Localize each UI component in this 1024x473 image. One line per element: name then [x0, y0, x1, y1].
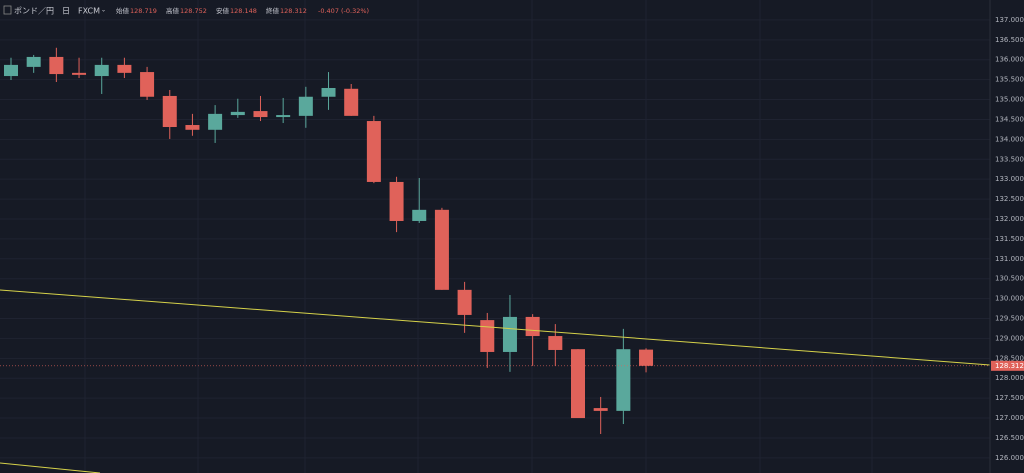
candle-body: [298, 96, 313, 116]
candle-body: [185, 125, 200, 130]
interval[interactable]: 日: [62, 7, 70, 16]
source-caret[interactable]: ⌄: [101, 7, 106, 14]
y-tick-label: 135.000: [995, 96, 1024, 104]
candle-body: [412, 209, 427, 221]
symbol[interactable]: ポンド／円: [14, 7, 54, 16]
y-tick-label: 131.000: [995, 255, 1024, 263]
symbol-icon[interactable]: [3, 5, 12, 15]
ohlc-value: 128.148: [230, 7, 257, 15]
candle-body: [389, 181, 404, 221]
change: -0.407 (-0.32%): [318, 7, 369, 15]
y-tick-label: 132.000: [995, 215, 1024, 223]
candle-body: [616, 349, 631, 411]
candle-body: [480, 320, 495, 352]
candle-body: [253, 111, 268, 118]
ohlc-label: 安値: [216, 6, 230, 15]
last-price-label: 128.312: [995, 362, 1024, 370]
y-tick-label: 134.500: [995, 115, 1024, 123]
candle-body: [457, 289, 472, 315]
candle-body: [639, 349, 654, 366]
candle-body: [140, 72, 155, 97]
candle-body: [230, 111, 245, 116]
candle-body: [94, 64, 109, 77]
y-tick-label: 134.000: [995, 135, 1024, 143]
candle-body: [525, 316, 540, 337]
candle-body: [26, 56, 41, 67]
candle-body: [72, 72, 87, 75]
y-tick-label: 136.000: [995, 56, 1024, 64]
candle-body: [502, 316, 517, 352]
y-tick-label: 128.500: [995, 354, 1024, 362]
candle-body: [49, 56, 64, 75]
y-tick-label: 126.500: [995, 434, 1024, 442]
candle-body: [366, 121, 381, 182]
grid: [0, 0, 990, 473]
y-tick-label: 128.000: [995, 374, 1024, 382]
last-price-box: [991, 360, 1024, 371]
y-tick-label: 127.000: [995, 414, 1024, 422]
source[interactable]: FXCM: [78, 7, 100, 16]
y-tick-label: 132.500: [995, 195, 1024, 203]
ohlc-value: 128.719: [130, 7, 157, 15]
ohlc-value: 128.312: [280, 7, 307, 15]
price-axis: [990, 0, 1024, 473]
ohlc-label: 終値: [266, 6, 280, 15]
candle-body: [117, 64, 132, 73]
ohlc-label: 高値: [166, 6, 180, 15]
candle-body: [548, 336, 563, 350]
candle-body: [571, 349, 585, 419]
y-tick-label: 135.500: [995, 76, 1024, 84]
candle-body: [593, 408, 608, 411]
candle-body: [162, 95, 177, 128]
y-tick-label: 126.000: [995, 454, 1024, 462]
y-tick-label: 127.500: [995, 394, 1024, 402]
y-tick-label: 129.500: [995, 315, 1024, 323]
candle-body: [344, 88, 359, 116]
trend-line[interactable]: [0, 289, 991, 366]
y-tick-label: 133.000: [995, 175, 1024, 183]
y-tick-label: 131.500: [995, 235, 1024, 243]
candle-body: [208, 113, 223, 130]
y-tick-label: 129.000: [995, 334, 1024, 342]
candle-body: [276, 115, 291, 118]
ohlc-label: 始値: [116, 6, 130, 15]
candle-body: [321, 87, 336, 97]
y-tick-label: 136.500: [995, 36, 1024, 44]
ohlc-value: 128.752: [180, 7, 207, 15]
y-tick-label: 137.000: [995, 16, 1024, 24]
trend-line[interactable]: [0, 462, 101, 473]
y-tick-label: 130.000: [995, 295, 1024, 303]
y-tick-label: 130.500: [995, 275, 1024, 283]
candle-body: [434, 209, 449, 290]
candle-body: [4, 64, 18, 77]
header: ポンド／円 日 FXCM ⌄ 始値 128.719 高値 128.752 安値 128.1…: [3, 5, 369, 16]
y-tick-label: 133.500: [995, 155, 1024, 163]
